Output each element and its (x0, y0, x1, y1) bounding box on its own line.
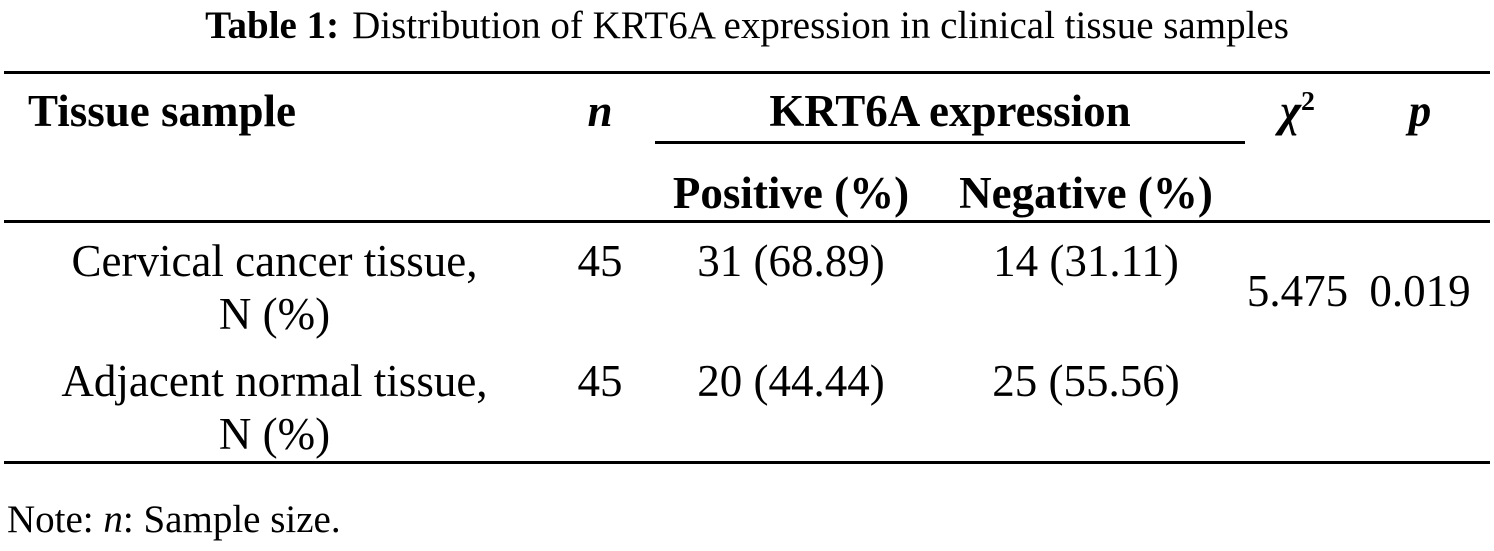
chi-superscript: 2 (1301, 86, 1315, 117)
cell-chi-squared-value: 5.475 (1246, 266, 1349, 316)
column-header-krt6a-expression: KRT6A expression (655, 72, 1246, 144)
tissue-name-line1: Adjacent normal tissue, (61, 355, 488, 406)
cell-tissue-adjacent: Adjacent normal tissue, N (%) (4, 347, 545, 463)
table-row-adjacent-normal: Adjacent normal tissue, N (%) 45 20 (44.… (4, 347, 1490, 463)
cell-positive-adjacent: 20 (44.44) (697, 355, 885, 406)
table-header: Tissue sample n KRT6A expression χ2 p Po… (4, 72, 1491, 223)
tissue-name-line2: N (%) (218, 408, 331, 459)
cell-p-value: 0.019 (1369, 266, 1471, 316)
table-footnote: Note: n: Sample size. (7, 496, 341, 544)
column-header-n: n (545, 72, 655, 223)
cell-negative-adjacent: 25 (55.56) (992, 355, 1180, 406)
cell-n-adjacent: 45 (577, 355, 623, 406)
table-body: Cervical cancer tissue, N (%) 45 31 (68.… (4, 222, 1490, 463)
cell-tissue-cervical: Cervical cancer tissue, N (%) (4, 222, 545, 347)
chi-symbol: χ (1280, 86, 1301, 136)
header-row-2: Positive (%) Negative (%) (4, 142, 1490, 223)
column-header-chi-squared: χ2 (1245, 72, 1351, 223)
column-header-tissue-sample: Tissue sample (4, 72, 545, 223)
tissue-name-line2: N (%) (218, 289, 331, 339)
footnote-prefix: Note: (7, 498, 104, 541)
cell-positive-cervical: 31 (68.89) (697, 236, 885, 286)
table-row-cervical-cancer: Cervical cancer tissue, N (%) 45 31 (68.… (4, 222, 1490, 347)
header-row-1: Tissue sample n KRT6A expression χ2 p (4, 72, 1491, 223)
column-header-negative: Negative (%) (927, 142, 1246, 223)
cell-n-cervical: 45 (577, 236, 623, 286)
cell-negative-cervical: 14 (31.11) (993, 236, 1179, 286)
krt6a-expression-label: KRT6A expression (769, 86, 1131, 136)
footnote-text: : Sample size. (122, 498, 341, 541)
table-caption-label: Table 1: (205, 4, 340, 47)
data-table: Tissue sample n KRT6A expression χ2 p Po… (4, 71, 1491, 464)
column-header-p: p (1350, 72, 1491, 223)
footnote-n-symbol: n (103, 498, 123, 541)
table-caption-text: Distribution of KRT6A expression in clin… (352, 4, 1289, 47)
table-caption: Table 1: Distribution of KRT6A expression… (0, 2, 1494, 50)
column-header-positive: Positive (%) (655, 142, 927, 223)
tissue-name-line1: Cervical cancer tissue, (71, 236, 478, 286)
